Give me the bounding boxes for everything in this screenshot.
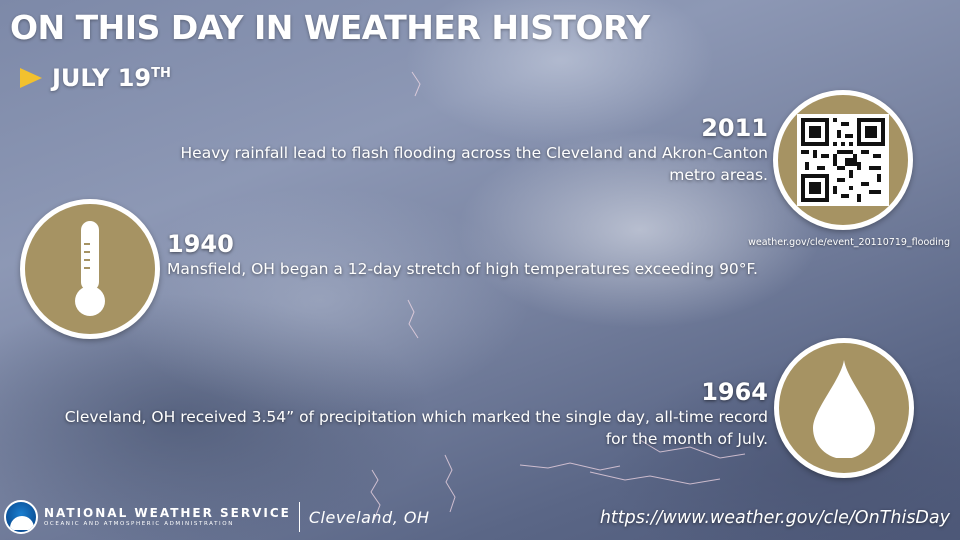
date-suffix: TH (151, 66, 171, 81)
footer-url-link[interactable]: https://www.weather.gov/cle/OnThisDay (599, 508, 950, 528)
date-line: JULY 19TH (20, 64, 171, 92)
page-title: ON THIS DAY IN WEATHER HISTORY (10, 8, 650, 47)
office-name: Cleveland, OH (308, 507, 430, 527)
nws-logo: NATIONAL WEATHER SERVICE OCEANIC AND ATM… (4, 500, 430, 534)
agency-subtitle: OCEANIC AND ATMOSPHERIC ADMINISTRATION (44, 521, 234, 527)
thermometer-badge (20, 199, 160, 339)
qr-caption: weather.gov/cle/event_20110719_flooding (748, 237, 950, 248)
date-label: JULY 19TH (52, 64, 171, 92)
event-year: 1964 (701, 378, 768, 406)
qr-code-icon[interactable] (797, 114, 889, 206)
event-year: 2011 (701, 114, 768, 142)
event-description: Cleveland, OH received 3.54” of precipit… (64, 408, 768, 448)
thermometer-icon (75, 221, 105, 316)
event-description: Mansfield, OH began a 12-day stretch of … (167, 260, 758, 278)
footer-divider (298, 502, 300, 532)
event-year: 1940 (167, 230, 234, 258)
event-2011: 2011 Heavy rainfall lead to flash floodi… (168, 114, 768, 186)
raindrop-badge (774, 338, 914, 478)
nws-wordmark: NATIONAL WEATHER SERVICE OCEANIC AND ATM… (44, 506, 291, 528)
event-1964: 1964 Cleveland, OH received 3.54” of pre… (48, 378, 768, 450)
event-description: Heavy rainfall lead to flash flooding ac… (180, 144, 768, 184)
qr-code-badge[interactable] (773, 90, 913, 230)
event-1940: 1940 Mansfield, OH began a 12-day stretc… (167, 230, 767, 280)
date-text: JULY 19 (52, 64, 152, 92)
raindrop-icon (813, 360, 875, 458)
agency-name: NATIONAL WEATHER SERVICE (44, 506, 291, 520)
noaa-emblem-icon (4, 500, 38, 534)
arrow-right-icon (20, 68, 42, 88)
